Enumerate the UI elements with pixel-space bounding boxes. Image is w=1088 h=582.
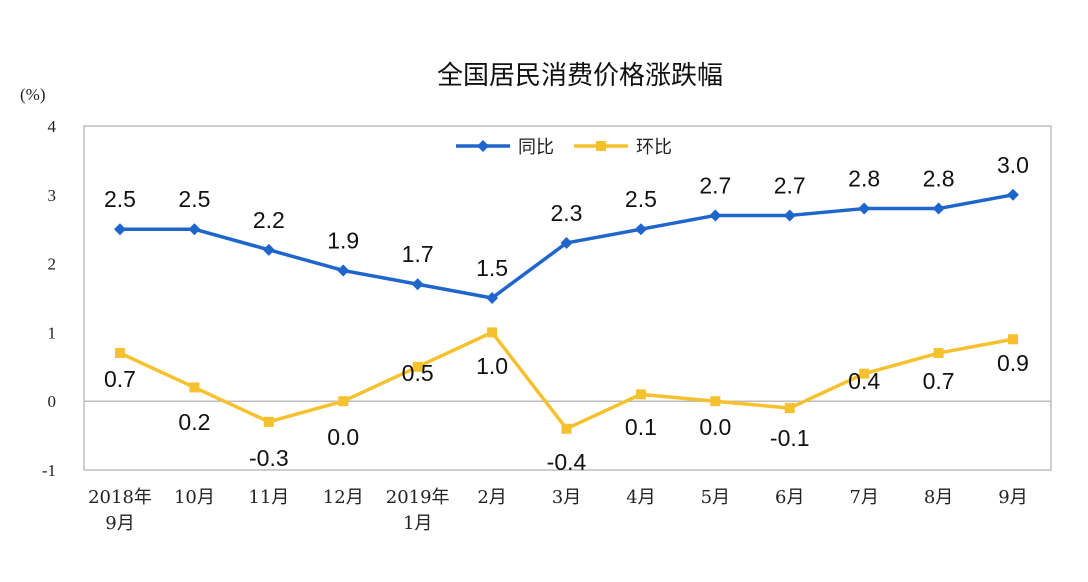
data-point-同比 [634,223,647,236]
data-point-同比 [783,209,796,222]
data-label-同比: 2.5 [104,186,136,212]
data-label-环比: -0.1 [770,425,810,451]
data-label-同比: 1.9 [327,227,359,253]
data-label-同比: 2.8 [923,166,955,192]
data-label-同比: 2.8 [848,166,880,192]
data-point-同比 [932,202,945,215]
data-point-环比 [710,396,721,407]
data-point-环比 [561,423,572,434]
data-label-同比: 1.5 [476,255,508,281]
x-tick-label: 1月 [403,513,432,534]
data-label-环比: 0.1 [625,414,657,440]
data-point-环比 [784,403,795,414]
y-tick-label: 0 [48,392,57,411]
legend-marker-环比 [596,141,606,151]
data-label-环比: 0.2 [178,409,210,435]
x-axis: 2018年 9月 10月 11月 12月 2019年 1月 2月 3月 4月 5月 6月 7月 8月 9月 [88,487,1028,534]
y-tick-label: 2 [48,255,57,274]
data-label-环比: 0.0 [699,414,731,440]
data-label-环比: 0.5 [402,360,434,386]
data-label-同比: 2.5 [625,186,657,212]
x-tick-label: 3月 [552,487,581,508]
x-tick-label: 2018年 [88,487,152,508]
data-point-环比 [189,382,200,393]
y-tick-label: 4 [48,117,57,136]
data-point-环比 [1008,334,1018,345]
data-label-同比: 1.7 [402,241,434,267]
data-label-环比: 0.4 [848,368,880,394]
chart-title: 全国居民消费价格涨跌幅 [437,61,723,91]
data-point-同比 [114,223,126,236]
data-point-环比 [487,327,498,338]
data-label-环比: 0.7 [923,368,955,394]
x-tick-label: 4月 [626,487,655,508]
data-label-环比: -0.4 [547,449,587,475]
data-point-环比 [859,368,870,379]
data-label-环比: 1.0 [476,353,508,379]
data-label-同比: 2.5 [178,186,210,212]
legend: 同比 环比 [456,137,672,158]
data-label-环比: -0.3 [249,445,289,471]
x-tick-label: 2月 [477,487,506,508]
x-tick-label: 10月 [174,487,215,508]
data-point-同比 [1007,188,1019,201]
y-tick-label: 1 [48,323,57,342]
data-label-同比: 2.2 [253,207,285,233]
data-label-同比: 2.7 [774,172,806,198]
x-tick-label: 9月 [998,487,1027,508]
data-label-同比: 2.7 [699,172,731,198]
x-tick-label: 12月 [323,487,364,508]
x-tick-label: 7月 [849,487,878,508]
y-axis: 4 3 2 1 0 -1 [42,117,57,480]
y-tick-label: 3 [48,186,57,205]
x-tick-label: 9月 [105,513,134,534]
data-point-同比 [188,223,201,236]
data-point-环比 [338,396,349,407]
data-point-同比 [486,292,499,304]
x-tick-label: 8月 [924,487,953,508]
x-tick-label: 5月 [701,487,730,508]
data-point-环比 [635,389,646,400]
y-axis-unit-label: (%) [20,85,45,104]
x-tick-label: 11月 [248,487,289,508]
data-point-环比 [115,348,125,359]
x-tick-label: 2019年 [386,487,450,508]
legend-label-环比: 环比 [636,137,672,158]
data-point-同比 [411,278,424,291]
data-point-同比 [858,202,871,215]
x-tick-label: 6月 [775,487,804,508]
data-label-环比: 0.7 [104,366,136,392]
data-point-同比 [560,236,573,249]
legend-label-同比: 同比 [518,137,554,158]
plot-area-frame [83,125,1052,471]
data-point-同比 [262,243,275,256]
data-label-环比: 0.0 [327,424,359,450]
data-point-同比 [709,209,722,222]
data-point-环比 [263,416,274,427]
legend-marker-同比 [477,140,489,152]
y-tick-label: -1 [42,461,56,480]
data-point-环比 [412,361,423,372]
data-point-环比 [933,348,944,359]
data-point-同比 [337,264,350,277]
data-label-同比: 3.0 [997,152,1029,178]
data-label-环比: 0.9 [997,350,1029,376]
series-layer: 2.5 2.5 2.2 1.9 1.7 1.5 2.3 2.5 2.7 2.7 2.8 2.8 3.0 0… [104,152,1029,475]
data-label-同比: 2.3 [551,200,583,226]
